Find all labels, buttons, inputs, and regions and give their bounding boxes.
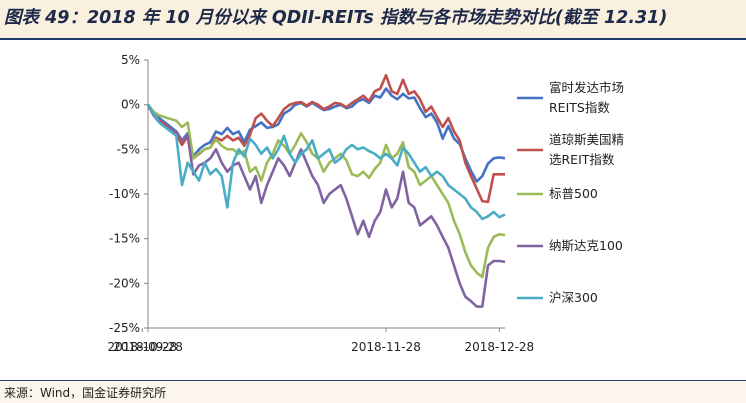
- legend-label: 纳斯达克100: [549, 238, 623, 253]
- legend-label: 道琼斯美国精: [549, 132, 624, 147]
- x-tick-label: 2018-11-28: [351, 340, 421, 354]
- series-line-3: [146, 103, 506, 279]
- figure-title: 图表 49：2018 年 10 月份以来 QDII-REITs 指数与各市场走势…: [0, 0, 746, 38]
- source-note: 来源：Wind，国金证券研究所: [4, 386, 167, 400]
- legend-item: 沪深300: [517, 290, 598, 305]
- series-line-2: [146, 73, 505, 204]
- x-tick-label: 2018-12-28: [464, 340, 534, 354]
- series-line-5: [146, 103, 506, 221]
- legend-item: 富时发达市场 REITS指数: [517, 80, 624, 115]
- legend-label: 选REIT指数: [549, 152, 615, 167]
- legend-label: 富时发达市场: [549, 80, 624, 95]
- series-line-4: [146, 104, 506, 308]
- y-tick-label: 0%: [121, 98, 140, 112]
- legend: 富时发达市场REITS指数道琼斯美国精选REIT指数标普500纳斯达克100沪深…: [517, 80, 624, 305]
- legend-item: 纳斯达克100: [517, 238, 623, 253]
- y-tick-label: -25%: [109, 321, 140, 335]
- y-tick-label: -10%: [109, 187, 140, 201]
- x-tick-label: 2018-10-28: [107, 340, 177, 354]
- axes: 5% 0% -5% -10% -15% -20% -25% 2018-09-282018-10…: [107, 53, 534, 354]
- y-tick-label: -15%: [109, 232, 140, 246]
- legend-label: 标普500: [549, 186, 598, 201]
- x-tick-label: 2018-09-28: [113, 340, 183, 354]
- series-line-1: [146, 87, 506, 183]
- chart-area: 5% 0% -5% -10% -15% -20% -25% 2018-09-28 2018-10…: [0, 40, 746, 380]
- line-chart: 5% 0% -5% -10% -15% -20% -25% 2018-09-282018-10…: [107, 53, 624, 354]
- title-divider: [0, 38, 746, 40]
- y-tick-label: -5%: [117, 142, 140, 156]
- legend-item: 标普500: [517, 186, 598, 201]
- series-lines: [146, 73, 506, 308]
- legend-label: 沪深300: [549, 290, 598, 305]
- legend-label: REITS指数: [549, 100, 610, 115]
- y-tick-label: 5%: [121, 53, 140, 67]
- y-tick-label: -20%: [109, 276, 140, 290]
- footer-divider: [0, 380, 746, 381]
